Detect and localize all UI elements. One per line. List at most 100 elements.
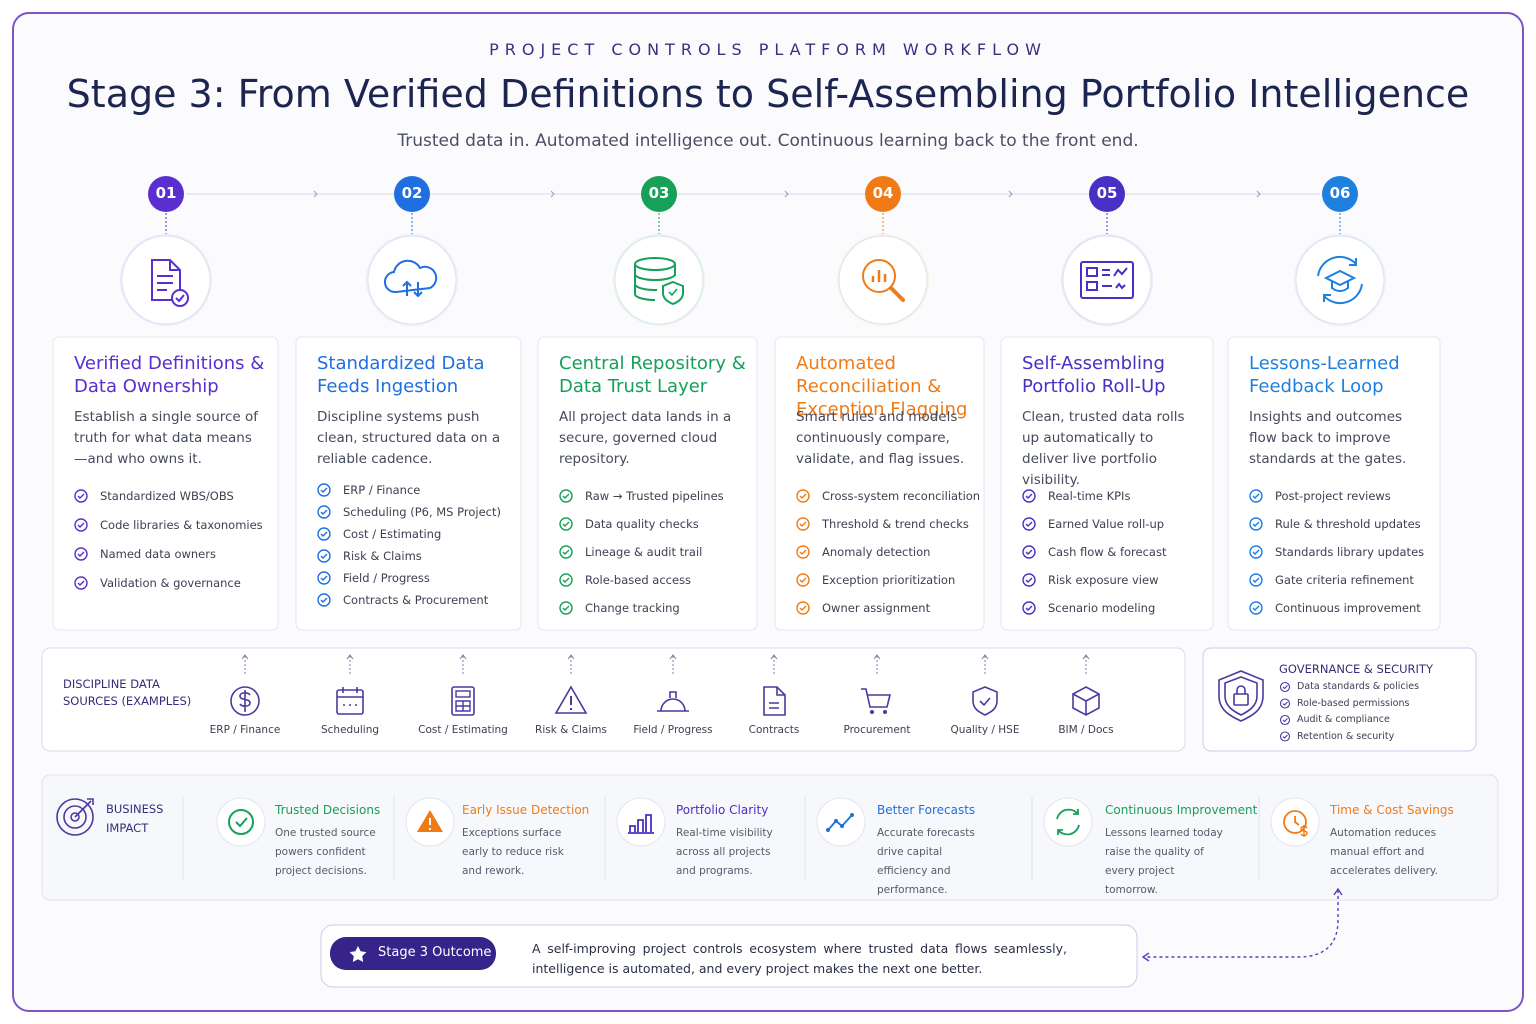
stage-item: Cost / Estimating <box>343 527 442 541</box>
shape <box>826 813 854 832</box>
title: Stage 3: From Verified Definitions to Se… <box>66 72 1470 116</box>
shape <box>1022 545 1036 559</box>
shape <box>865 176 901 212</box>
shape <box>763 686 786 716</box>
stage-item: Change tracking <box>585 601 680 615</box>
shape <box>1080 261 1134 299</box>
shape <box>1086 267 1098 277</box>
shape <box>317 505 331 519</box>
shape <box>1323 258 1357 302</box>
shape <box>121 235 211 325</box>
stage-number: 02 <box>401 184 423 202</box>
shape <box>1323 269 1357 292</box>
shape <box>763 686 786 716</box>
shape <box>337 687 363 706</box>
shape <box>320 924 1138 988</box>
shape <box>559 601 573 615</box>
shape <box>77 580 85 586</box>
shape <box>826 828 830 832</box>
shape <box>1086 281 1098 291</box>
source-label: Cost / Estimating <box>418 724 508 736</box>
stage-item: Named data owners <box>100 547 216 561</box>
shape <box>657 691 689 712</box>
shape <box>1252 549 1260 555</box>
shape <box>562 577 570 583</box>
shape <box>1062 235 1152 325</box>
stage-item: Data quality checks <box>585 517 699 531</box>
shape <box>120 234 212 326</box>
shape <box>1279 698 1291 709</box>
shape <box>1317 255 1363 305</box>
stage-item: Field / Progress <box>343 571 430 585</box>
source-label: Procurement <box>843 724 911 736</box>
shape <box>52 336 279 631</box>
shape <box>1025 521 1033 527</box>
impact-text: Lessons learned today raise the quality … <box>1105 827 1223 896</box>
shape <box>74 518 88 532</box>
shape <box>1256 190 1261 198</box>
shape <box>554 685 588 714</box>
governance-item: Audit & compliance <box>1297 714 1390 725</box>
impact-text: Accurate forecasts drive capital efficie… <box>877 827 975 896</box>
stage-title: Verified Definitions & Data Ownership <box>74 353 265 397</box>
shape <box>972 686 998 716</box>
stage-item: Post-project reviews <box>1275 489 1391 503</box>
shape <box>559 517 573 531</box>
shape <box>862 259 896 293</box>
shape <box>349 946 367 962</box>
shape <box>317 571 331 585</box>
shape <box>850 813 854 817</box>
shape <box>1089 176 1125 212</box>
stage-item: Lineage & audit trail <box>585 545 703 559</box>
sources-label: DISCIPLINE DATA SOURCES (EXAMPLES) <box>63 677 192 708</box>
shape <box>1061 234 1153 326</box>
shape <box>330 937 496 970</box>
stage-item: Validation & governance <box>100 576 241 590</box>
source-label: ERP / Finance <box>209 724 281 736</box>
shape <box>799 577 807 583</box>
shape <box>151 259 181 301</box>
shape <box>63 805 87 829</box>
shape <box>1249 573 1263 587</box>
stage-number: 06 <box>1329 184 1351 202</box>
shape <box>628 814 654 834</box>
shape <box>1279 681 1291 693</box>
shape <box>41 774 1499 901</box>
shape <box>77 493 85 499</box>
shape <box>1252 605 1260 611</box>
shape <box>1282 734 1288 739</box>
stage-number: 03 <box>648 184 670 202</box>
shape <box>837 234 929 326</box>
shape <box>799 549 807 555</box>
shape <box>559 545 573 559</box>
shape <box>1252 493 1260 499</box>
source-label: Quality / HSE <box>950 724 1020 736</box>
shape <box>550 190 555 198</box>
shape <box>1279 714 1291 726</box>
stage-number: 05 <box>1096 184 1118 202</box>
shape <box>827 814 853 831</box>
shape <box>455 690 471 698</box>
shape <box>816 797 866 847</box>
shape <box>1282 701 1288 706</box>
impact-title: Portfolio Clarity <box>676 803 769 817</box>
shape <box>317 527 331 541</box>
shape <box>562 549 570 555</box>
shape <box>796 573 810 587</box>
shape <box>861 688 892 714</box>
shape <box>972 686 998 716</box>
stage-title: Central Repository & Data Trust Layer <box>559 353 746 397</box>
shape <box>1249 489 1263 503</box>
shape <box>157 275 173 291</box>
shape <box>317 593 331 607</box>
shape <box>455 700 471 712</box>
shape <box>799 605 807 611</box>
shape <box>230 686 260 716</box>
stage-description: Clean, trusted data rolls up automatical… <box>1022 409 1185 488</box>
source-label: Risk & Claims <box>535 724 607 736</box>
shape <box>1000 336 1214 631</box>
shape <box>320 487 328 493</box>
stage-description: Establish a single source of truth for w… <box>74 409 259 467</box>
shape <box>1252 577 1260 583</box>
